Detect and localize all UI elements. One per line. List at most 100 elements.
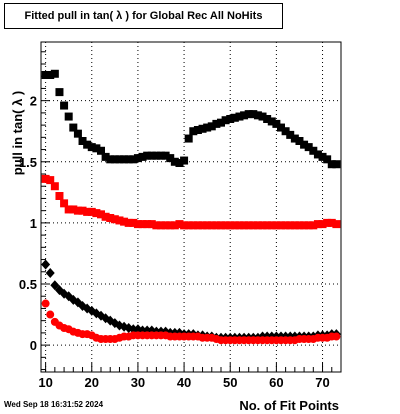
data-point <box>300 140 309 149</box>
data-point <box>253 221 262 230</box>
data-point <box>92 144 101 153</box>
data-point <box>207 221 216 230</box>
data-point <box>267 117 276 126</box>
data-point <box>244 110 253 119</box>
data-point <box>161 221 170 230</box>
data-point <box>64 112 73 121</box>
data-point <box>318 220 327 229</box>
data-point <box>272 119 281 128</box>
data-point <box>115 216 124 225</box>
series-2 <box>41 174 341 230</box>
data-point <box>124 155 133 164</box>
data-point <box>73 129 82 138</box>
data-point <box>226 221 235 230</box>
data-point <box>193 221 202 230</box>
data-series <box>41 69 341 345</box>
data-point <box>244 221 253 230</box>
data-point <box>295 137 304 145</box>
data-point <box>78 137 87 145</box>
data-point <box>143 220 152 229</box>
series-1 <box>41 69 341 169</box>
chart-title: Fitted pull in tan( λ ) for Global Rec A… <box>4 3 283 29</box>
data-point <box>50 69 59 78</box>
data-point <box>221 116 230 125</box>
data-point <box>263 221 272 230</box>
data-point <box>272 221 281 230</box>
data-point <box>157 151 165 160</box>
data-point <box>304 143 313 152</box>
data-point <box>300 221 309 230</box>
data-point <box>198 221 207 230</box>
data-point <box>193 126 202 134</box>
data-point <box>69 123 78 132</box>
data-point <box>286 221 295 230</box>
data-point <box>97 146 105 155</box>
data-point <box>332 160 341 169</box>
data-point <box>92 209 101 218</box>
data-point <box>221 221 230 230</box>
plot-frame <box>40 41 342 373</box>
data-point <box>258 221 267 230</box>
data-point <box>138 220 147 229</box>
data-point <box>115 155 124 164</box>
data-point <box>129 155 138 164</box>
data-point <box>143 151 152 160</box>
data-point <box>41 174 50 183</box>
data-point <box>217 118 225 127</box>
data-point <box>170 221 179 230</box>
data-point <box>157 221 165 230</box>
data-point <box>78 206 87 215</box>
data-point <box>230 221 239 230</box>
x-tick-label: 20 <box>85 375 99 390</box>
data-point <box>161 151 170 160</box>
data-point <box>87 143 96 152</box>
x-tick-label: 60 <box>269 375 283 390</box>
data-point <box>332 332 341 341</box>
data-point <box>184 221 193 230</box>
data-point <box>235 112 244 121</box>
data-point <box>106 214 115 222</box>
data-point <box>69 205 78 214</box>
data-point <box>323 218 332 227</box>
data-point <box>184 134 193 143</box>
data-point <box>258 112 267 121</box>
data-point <box>73 206 82 215</box>
y-tick-label: 1.5 <box>19 155 37 170</box>
data-point <box>138 152 147 161</box>
data-point <box>332 220 341 229</box>
data-point <box>212 221 221 230</box>
data-point <box>152 221 161 230</box>
data-point <box>263 115 272 123</box>
data-point <box>198 124 207 133</box>
data-point <box>170 157 179 166</box>
data-point <box>277 221 285 230</box>
data-point <box>309 221 318 230</box>
data-point <box>327 218 336 227</box>
data-point <box>327 160 336 169</box>
data-point <box>133 154 142 163</box>
y-axis-label: pull in tan( λ ) <box>10 91 25 176</box>
data-point <box>189 127 198 136</box>
data-point <box>277 123 285 132</box>
data-point <box>166 154 175 163</box>
data-point <box>240 221 249 230</box>
data-point <box>46 71 55 79</box>
data-point <box>267 221 276 230</box>
data-point <box>46 310 55 319</box>
data-point <box>120 217 129 226</box>
data-point <box>313 220 322 229</box>
data-point <box>50 182 59 191</box>
x-tick-label: 70 <box>315 375 329 390</box>
data-point <box>41 71 50 79</box>
x-tick-label: 40 <box>177 375 191 390</box>
data-point <box>87 207 96 216</box>
data-point <box>180 221 189 230</box>
data-point <box>97 210 105 219</box>
data-point <box>318 152 327 161</box>
data-point <box>83 140 92 149</box>
data-point <box>313 150 322 159</box>
data-point <box>286 130 295 139</box>
data-point <box>60 101 69 110</box>
data-point <box>290 221 299 230</box>
data-point <box>217 221 225 230</box>
